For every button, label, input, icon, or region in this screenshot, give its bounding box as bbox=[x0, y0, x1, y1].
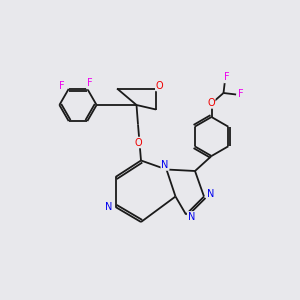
Text: O: O bbox=[156, 80, 164, 91]
Text: O: O bbox=[207, 98, 215, 108]
Text: N: N bbox=[161, 160, 169, 170]
Text: F: F bbox=[59, 82, 65, 92]
Text: F: F bbox=[87, 79, 92, 88]
Text: F: F bbox=[224, 72, 230, 82]
Text: O: O bbox=[134, 137, 142, 148]
Text: N: N bbox=[105, 202, 112, 212]
Text: F: F bbox=[238, 89, 243, 100]
Text: N: N bbox=[188, 212, 195, 222]
Text: N: N bbox=[207, 189, 214, 199]
